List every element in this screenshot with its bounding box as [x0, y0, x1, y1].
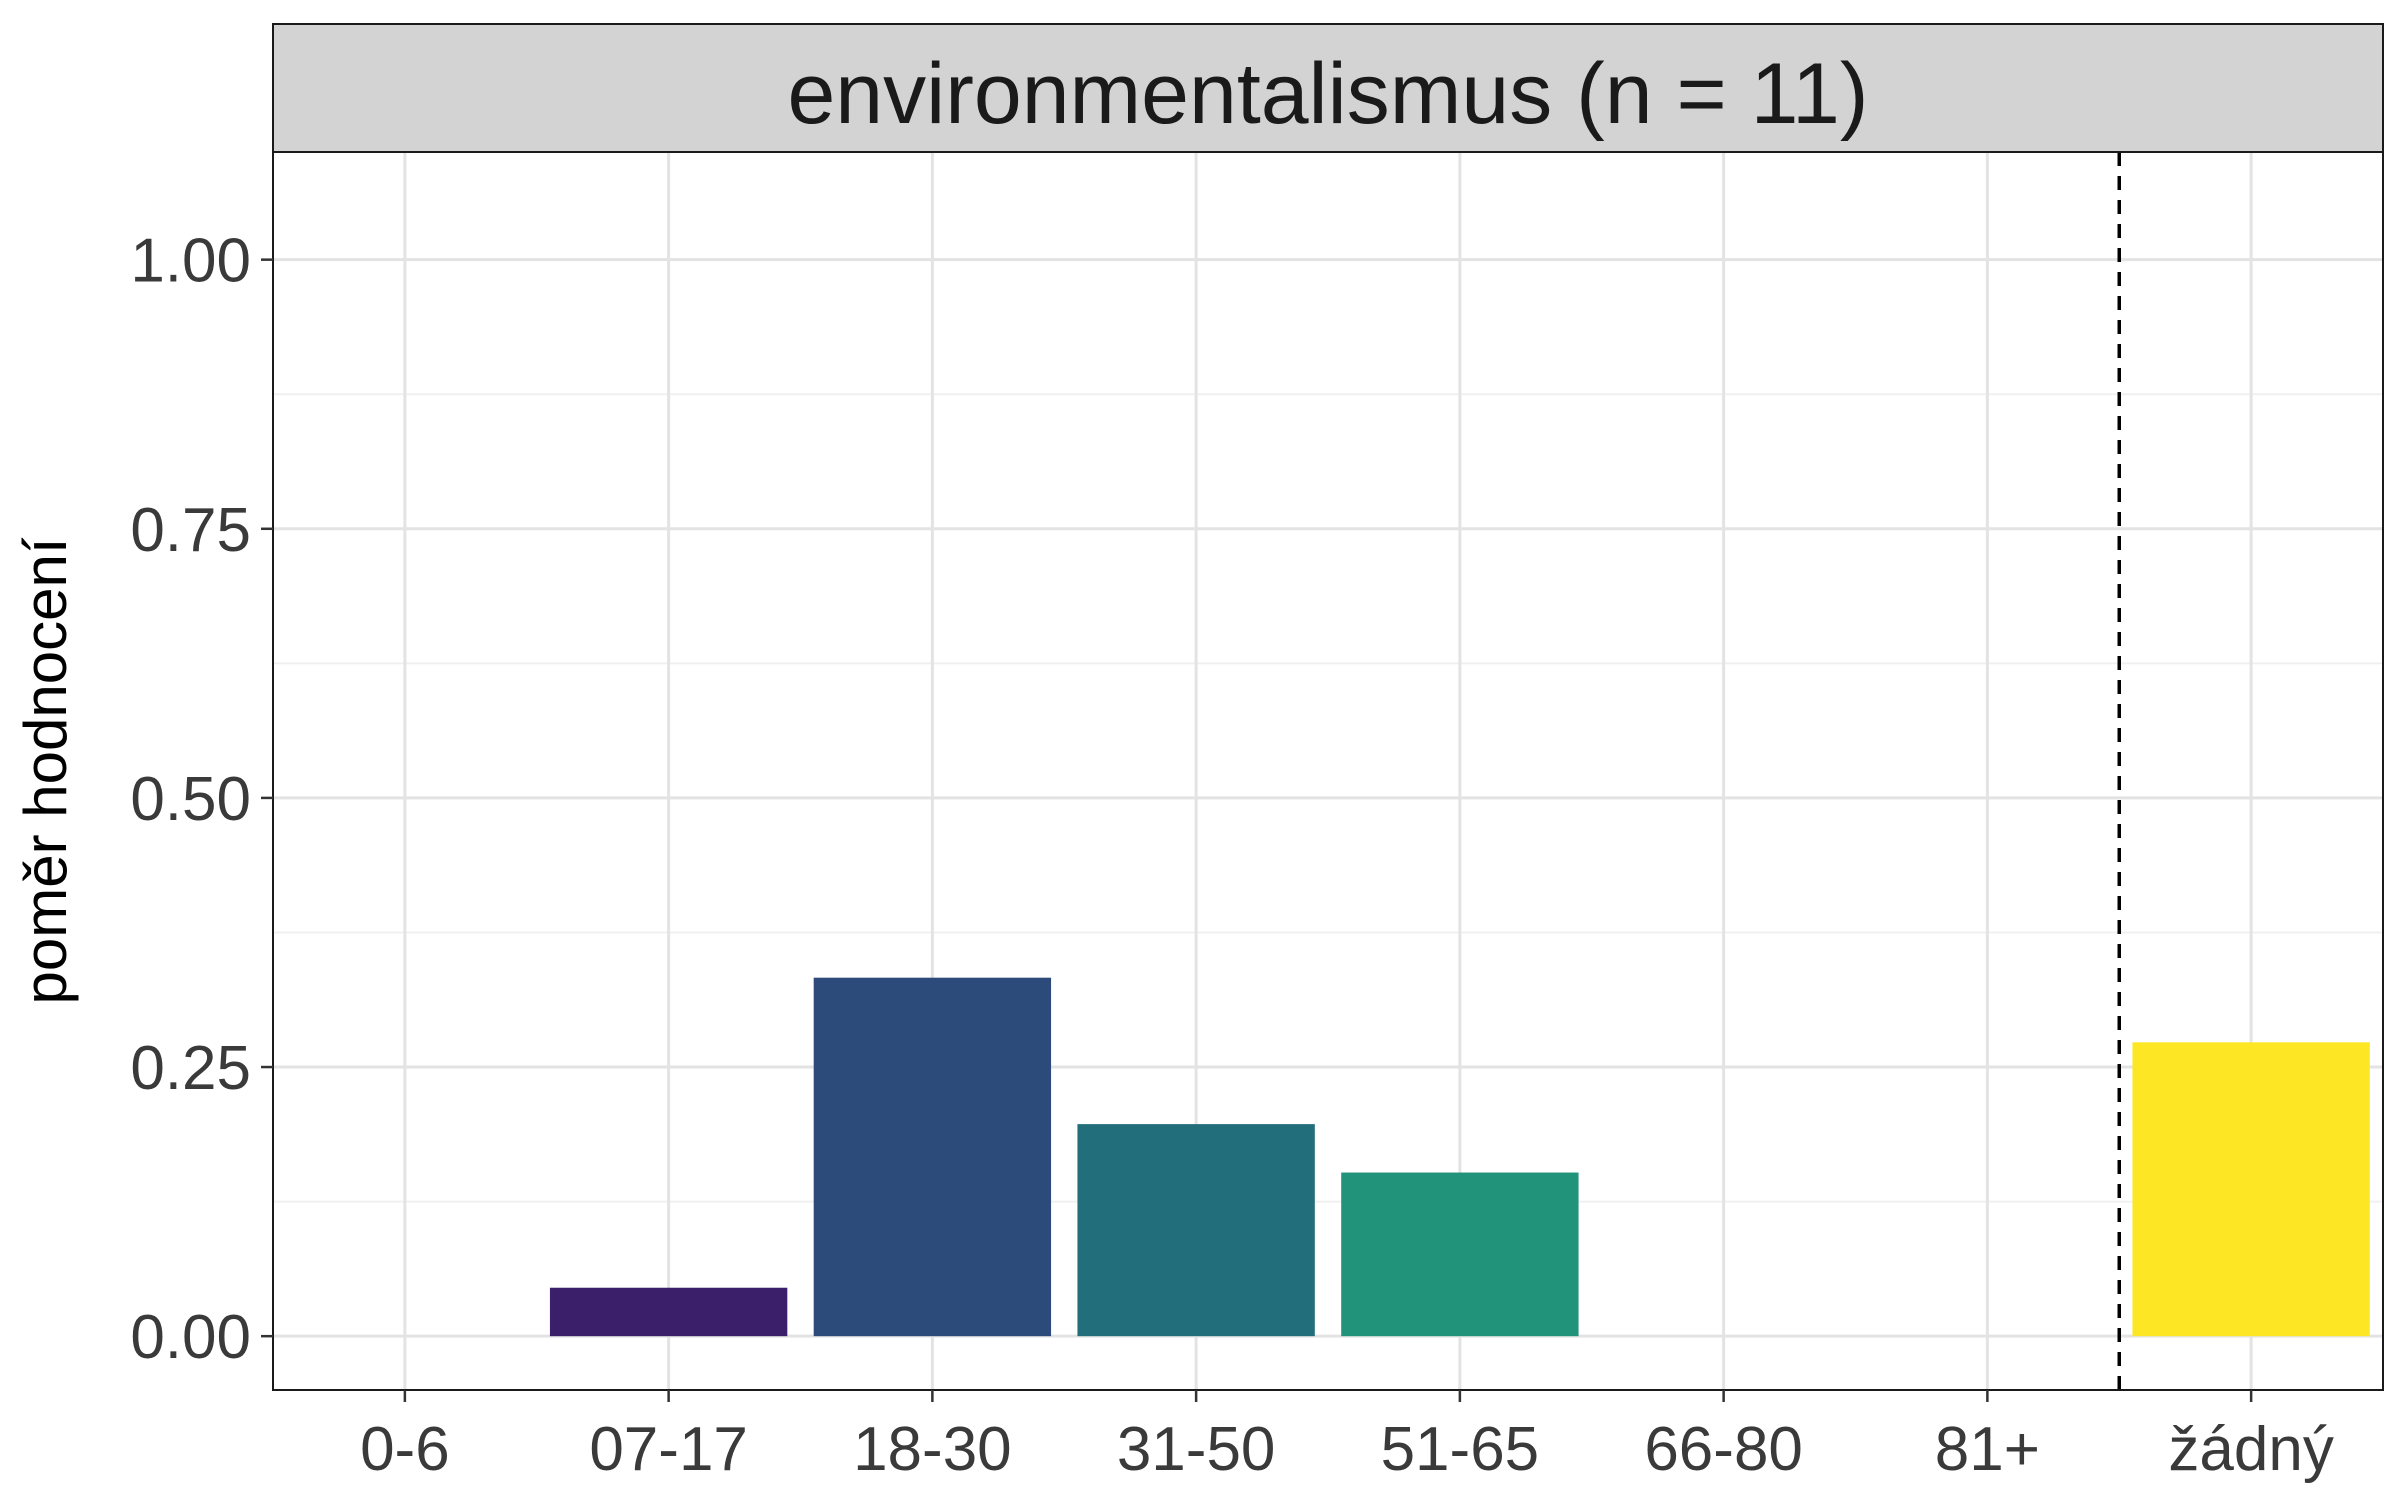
x-tick-label: 0-6 — [360, 1415, 450, 1484]
y-tick-label: 1.00 — [130, 227, 251, 296]
axes: 0.00 0.25 0.50 0.75 1.00 0-6 07-17 18-30 31-50 51… — [130, 227, 2334, 1484]
y-tick-label: 0.75 — [130, 496, 251, 565]
bar-07-17 — [549, 1287, 788, 1337]
bar-51-65 — [1341, 1172, 1579, 1337]
y-tick-label: 0.50 — [130, 765, 251, 834]
y-axis-label: poměr hodnocení — [12, 537, 79, 1004]
x-tick-label: 07-17 — [589, 1415, 748, 1484]
plot-panel — [273, 152, 2383, 1390]
plot-border — [272, 151, 2384, 1391]
chart-title: environmentalismus (n = 11) — [787, 46, 1868, 142]
x-tick-label: 66-80 — [1644, 1415, 1803, 1484]
bar-31-50 — [1077, 1124, 1315, 1337]
bars — [549, 977, 2370, 1337]
bar-18-30 — [813, 977, 1052, 1337]
x-tick-label: 51-65 — [1381, 1415, 1540, 1484]
x-tick-label: 31-50 — [1117, 1415, 1276, 1484]
x-tick-label: 18-30 — [853, 1415, 1012, 1484]
grid — [273, 152, 2383, 1390]
facet-strip — [272, 23, 2384, 153]
y-tick-label: 0.25 — [130, 1034, 251, 1103]
x-tick-label: žádný — [2168, 1415, 2333, 1484]
y-tick-label: 0.00 — [130, 1303, 251, 1372]
bar-žádný — [2132, 1042, 2370, 1337]
x-tick-label: 81+ — [1935, 1415, 2040, 1484]
